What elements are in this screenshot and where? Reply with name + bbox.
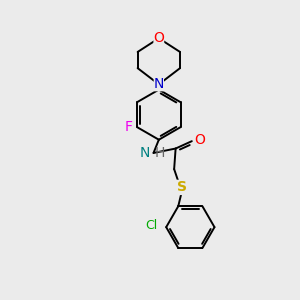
Text: N: N <box>140 146 150 160</box>
Text: O: O <box>153 31 164 45</box>
Text: S: S <box>176 180 187 194</box>
Text: F: F <box>125 120 133 134</box>
Text: H: H <box>155 146 165 160</box>
Text: Cl: Cl <box>146 219 158 232</box>
Text: N: N <box>154 77 164 91</box>
Text: O: O <box>194 133 205 147</box>
